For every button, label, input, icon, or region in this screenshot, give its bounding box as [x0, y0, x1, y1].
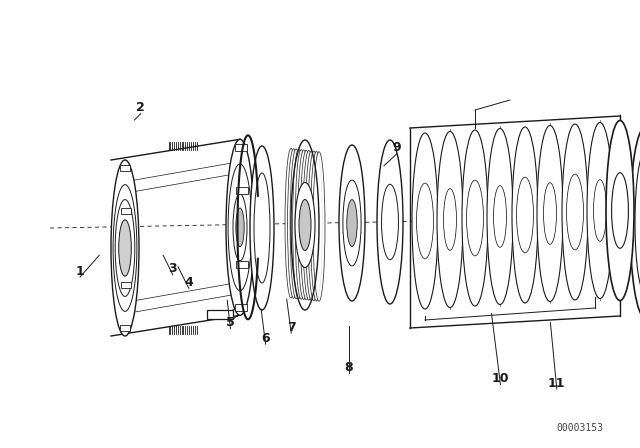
Polygon shape [236, 261, 248, 268]
Ellipse shape [462, 130, 488, 306]
Polygon shape [120, 325, 131, 331]
Text: 8: 8 [344, 361, 353, 374]
Text: 7: 7 [287, 320, 296, 334]
Ellipse shape [343, 180, 361, 266]
Ellipse shape [339, 145, 365, 301]
Ellipse shape [347, 200, 357, 246]
Ellipse shape [310, 151, 323, 301]
Ellipse shape [299, 199, 311, 250]
Ellipse shape [228, 164, 252, 291]
Ellipse shape [292, 149, 305, 299]
Polygon shape [207, 310, 233, 319]
Ellipse shape [298, 150, 310, 300]
Ellipse shape [236, 208, 244, 247]
Ellipse shape [113, 185, 137, 311]
Ellipse shape [115, 200, 135, 297]
Text: 11: 11 [548, 376, 566, 390]
Ellipse shape [254, 173, 270, 283]
Ellipse shape [612, 172, 628, 248]
Ellipse shape [543, 183, 557, 244]
Ellipse shape [417, 183, 433, 259]
Text: 4: 4 [184, 276, 193, 289]
Text: 6: 6 [261, 332, 270, 345]
Ellipse shape [305, 151, 317, 301]
Text: 3: 3 [168, 262, 177, 276]
Ellipse shape [377, 140, 403, 304]
Polygon shape [235, 144, 247, 151]
Ellipse shape [233, 194, 247, 261]
Polygon shape [121, 208, 131, 214]
Ellipse shape [285, 148, 297, 298]
Ellipse shape [295, 182, 315, 267]
Ellipse shape [250, 146, 274, 310]
Ellipse shape [381, 184, 399, 260]
Text: 10: 10 [492, 372, 509, 385]
Ellipse shape [562, 124, 588, 300]
Ellipse shape [290, 149, 302, 299]
Ellipse shape [467, 180, 483, 256]
Ellipse shape [537, 125, 563, 302]
Ellipse shape [412, 133, 438, 309]
Polygon shape [120, 165, 131, 171]
Ellipse shape [566, 174, 584, 250]
Ellipse shape [630, 128, 640, 318]
Ellipse shape [295, 150, 307, 299]
Polygon shape [235, 304, 247, 310]
Ellipse shape [303, 151, 315, 300]
Ellipse shape [587, 122, 613, 298]
Ellipse shape [516, 177, 534, 253]
Ellipse shape [593, 180, 607, 241]
Text: 2: 2 [136, 101, 145, 114]
Ellipse shape [287, 149, 300, 298]
Ellipse shape [512, 127, 538, 303]
Ellipse shape [226, 139, 254, 315]
Ellipse shape [118, 220, 131, 276]
Ellipse shape [635, 152, 640, 293]
Ellipse shape [111, 160, 139, 336]
Polygon shape [236, 187, 248, 194]
Text: 00003153: 00003153 [557, 423, 604, 433]
Text: 9: 9 [392, 141, 401, 155]
Ellipse shape [606, 121, 634, 301]
Ellipse shape [493, 186, 506, 247]
Text: 1: 1 [76, 264, 84, 278]
Ellipse shape [300, 150, 312, 300]
Ellipse shape [313, 152, 325, 302]
Polygon shape [121, 282, 131, 288]
Ellipse shape [308, 151, 320, 301]
Ellipse shape [444, 189, 456, 250]
Text: 5: 5 [226, 316, 235, 329]
Ellipse shape [437, 132, 463, 307]
Ellipse shape [487, 129, 513, 305]
